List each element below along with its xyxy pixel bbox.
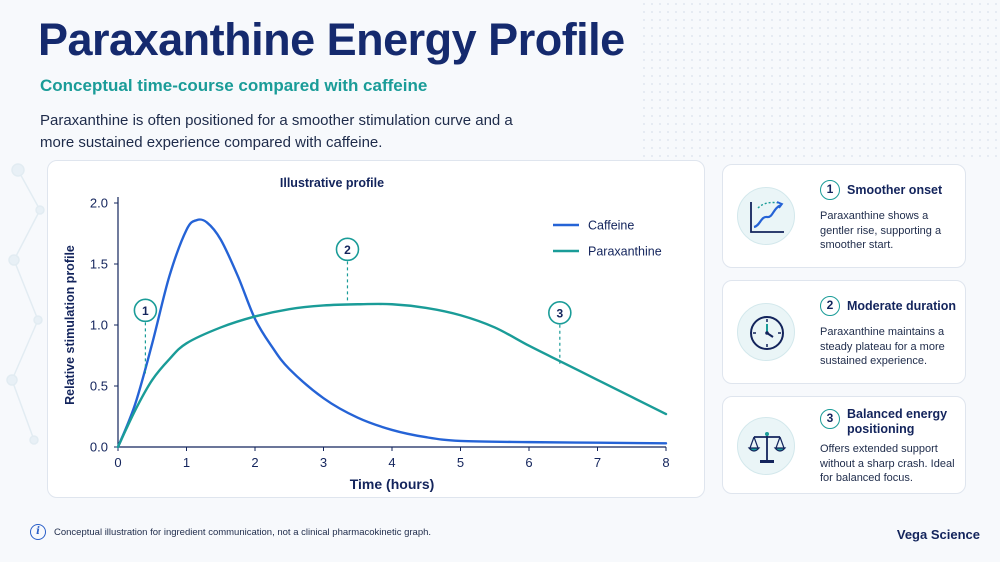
info-icon: i: [30, 524, 46, 540]
legend-label: Caffeine: [588, 219, 634, 233]
y-tick-label: 1.0: [90, 318, 108, 333]
marker-label: 1: [142, 304, 149, 318]
legend-label: Paraxanthine: [588, 245, 662, 259]
y-tick-label: 0.5: [90, 379, 108, 394]
x-tick-label: 6: [525, 455, 532, 470]
brand-name: Vega Science: [896, 527, 980, 542]
chart-card: Illustrative profile 0.0 0.5 1.0 1.5 2.0 0 1 2 3 4…: [47, 160, 705, 498]
card-title: Balanced energy positioning: [847, 407, 948, 436]
card-description: Offers extended support without a sharp …: [820, 443, 955, 484]
footnote: i Conceptual illustration for ingredient…: [30, 524, 431, 540]
y-axis-label: Relative stimulation profile: [63, 245, 77, 405]
page-subtitle: Conceptual time-course compared with caf…: [40, 76, 428, 95]
x-tick-label: 2: [251, 455, 258, 470]
feature-card-3: 3 Balanced energy positioning Offers ext…: [722, 396, 966, 494]
card-number-badge: 1: [820, 180, 840, 200]
x-tick-label: 0: [114, 455, 121, 470]
line-chart: Illustrative profile 0.0 0.5 1.0 1.5 2.0 0 1 2 3 4…: [63, 176, 670, 492]
molecule-decoration-icon: [6, 163, 45, 445]
series-line-caffeine: [116, 218, 668, 449]
card-title: Moderate duration: [847, 299, 957, 313]
card-number-badge: 2: [820, 296, 840, 316]
x-axis-label: Time (hours): [350, 476, 435, 492]
card-description: Paraxanthine maintains a steady plateau …: [820, 326, 945, 367]
rising-curve-icon: [737, 187, 795, 245]
y-tick-label: 1.5: [90, 257, 108, 272]
card-description: Paraxanthine shows a gentler rise, suppo…: [820, 210, 942, 251]
balance-scale-icon: [737, 417, 795, 475]
card-title: Smoother onset: [847, 183, 943, 197]
x-tick-label: 8: [662, 455, 669, 470]
marker-circle: [133, 298, 158, 323]
x-tick-label: 5: [457, 455, 464, 470]
footnote-text: Conceptual illustration for ingredient c…: [54, 526, 432, 538]
x-tick-label: 4: [388, 455, 395, 470]
x-tick-label: 3: [320, 455, 327, 470]
feature-card-2: 2 Moderate duration Paraxanthine maintai…: [722, 280, 966, 384]
intro-text: Paraxanthine is often positioned for a s…: [40, 112, 513, 151]
chart-title: Illustrative profile: [280, 176, 384, 190]
x-tick-label: 1: [183, 455, 190, 470]
marker-label: 2: [344, 243, 351, 257]
card-number-badge: 3: [820, 409, 840, 429]
background-dot-pattern: [640, 0, 1000, 160]
x-tick-label: 7: [594, 455, 601, 470]
y-tick-label: 0.0: [90, 440, 108, 455]
clock-icon: [737, 303, 795, 361]
series-line-paraxanthine: [116, 302, 668, 449]
marker-circle: [335, 237, 360, 262]
y-tick-label: 2.0: [90, 196, 108, 211]
marker-circle: [548, 301, 572, 325]
feature-card-1: 1 Smoother onset Paraxanthine shows a ge…: [722, 164, 966, 268]
marker-label: 3: [556, 306, 563, 320]
page-title: Paraxanthine Energy Profile: [38, 14, 625, 65]
